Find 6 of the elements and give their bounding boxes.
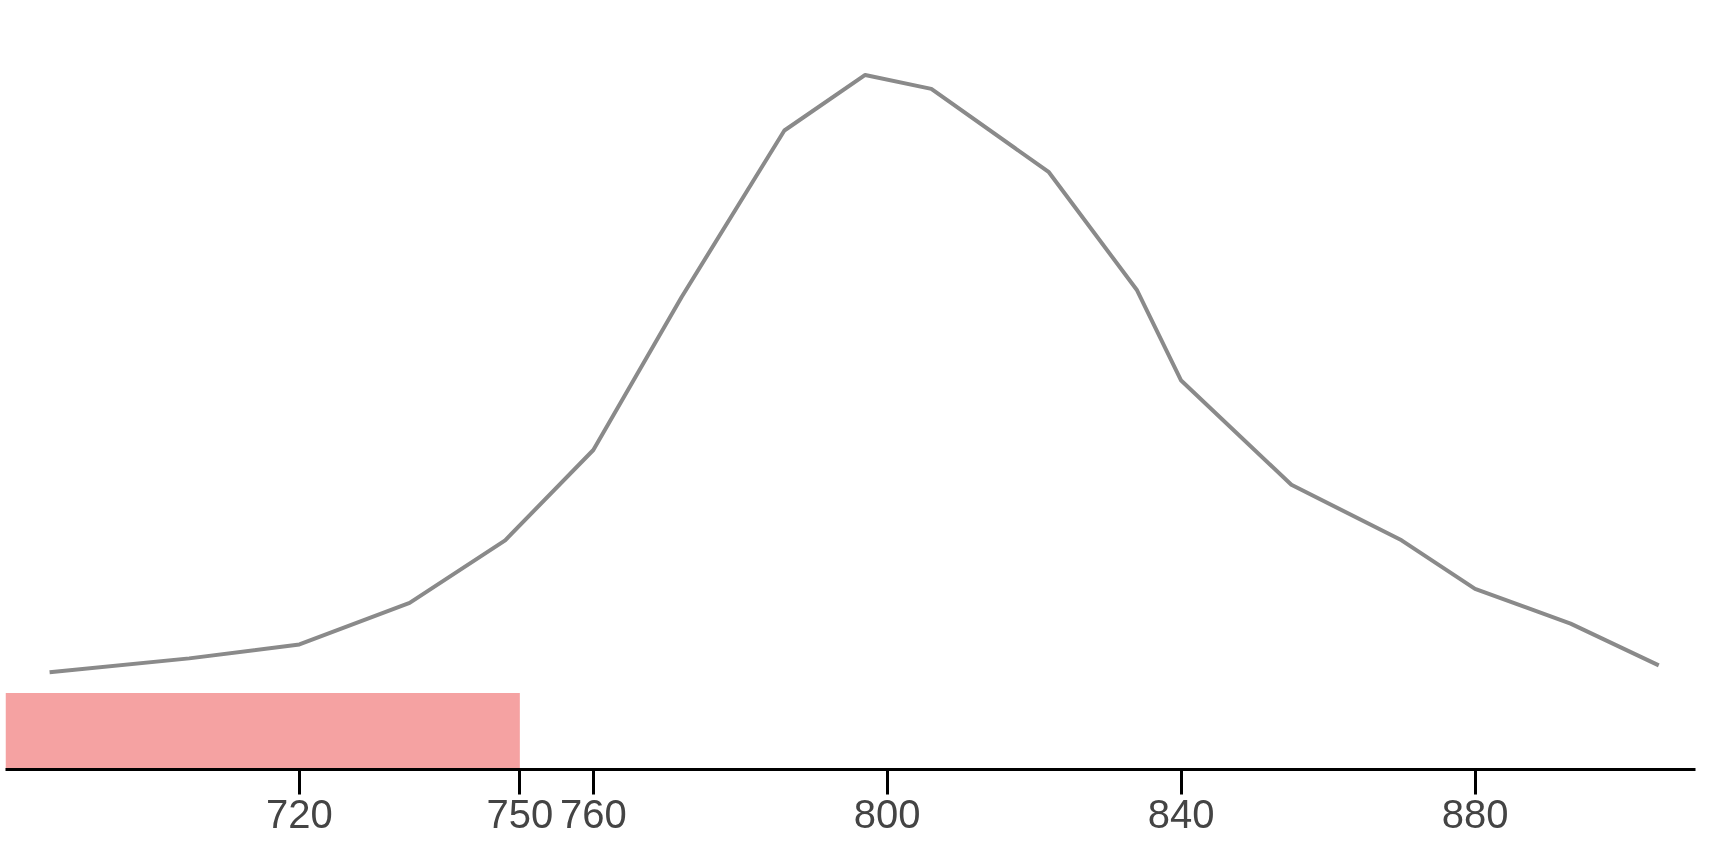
x-tick-label: 720 — [266, 791, 333, 836]
x-tick-label: 840 — [1147, 791, 1215, 836]
x-tick-label: 800 — [853, 791, 921, 836]
x-tick-label: 760 — [559, 791, 627, 836]
x-tick-label: 880 — [1441, 791, 1509, 836]
x-tick-label: 750 — [486, 791, 554, 836]
